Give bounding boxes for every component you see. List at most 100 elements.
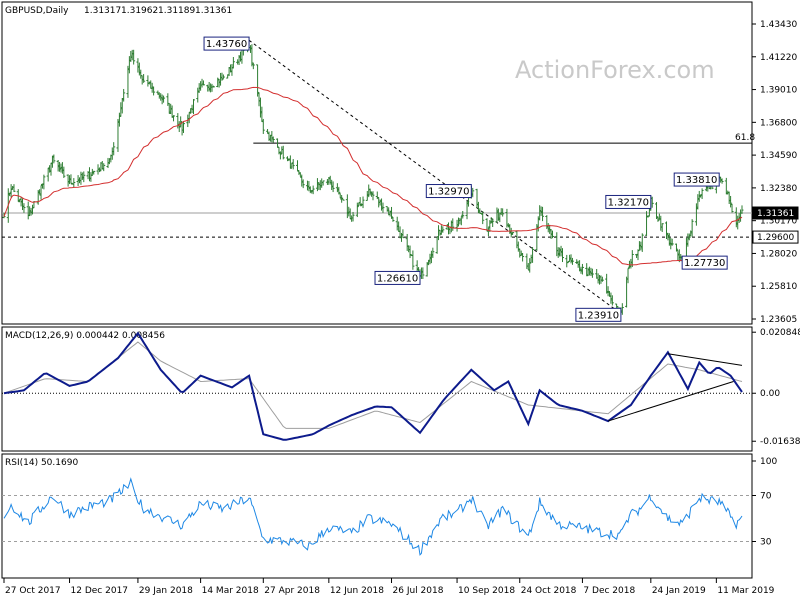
price-tag-label: 1.29600 (757, 233, 794, 243)
candle (361, 196, 365, 209)
price-annotation: 1.43760 (203, 36, 250, 51)
down-trendline (248, 39, 622, 315)
candle (256, 64, 260, 97)
candle (331, 181, 335, 193)
candle (42, 174, 46, 190)
candle (311, 185, 315, 195)
candle (491, 218, 495, 227)
candle (112, 142, 116, 156)
candle (408, 245, 412, 259)
candle (261, 118, 265, 134)
candle (551, 230, 555, 239)
price-panel-frame (1, 1, 753, 325)
candle (371, 191, 375, 201)
x-tick-label: 29 Jan 2018 (139, 586, 193, 596)
price-annotation-label: 1.33810 (676, 175, 717, 186)
macd-y-axis: 0.020848 0.00 -0.016389 (752, 328, 800, 447)
price-y-tick-label: 1.39010 (760, 86, 797, 96)
candle (122, 88, 126, 102)
x-tick-label: 7 Dec 2018 (583, 586, 635, 596)
macd-signal-line (3, 341, 743, 429)
candle (461, 210, 465, 219)
candle (411, 250, 415, 270)
x-tick-label: 27 Oct 2017 (5, 586, 61, 596)
candle (700, 188, 704, 200)
candle (565, 254, 569, 268)
candle (729, 195, 733, 208)
candle (441, 226, 445, 233)
candle (570, 257, 574, 265)
candle (645, 211, 649, 236)
candle (22, 203, 26, 213)
price-annotation-label: 1.23910 (578, 310, 619, 321)
candle (687, 233, 691, 241)
candle (560, 248, 564, 263)
price-tag: 1.31361 (752, 206, 799, 220)
candle (580, 263, 584, 275)
price-tag-label: 1.31361 (757, 209, 794, 219)
candle (431, 247, 435, 259)
candle (481, 211, 485, 225)
macd-y-tick-label: 0.020848 (760, 328, 800, 338)
x-tick-label: 10 Sep 2018 (458, 586, 515, 596)
price-annotations: 1.43760 1.32970 1.26610 1.23910 1.32170 1.277… (203, 36, 755, 322)
watermark: ActionForex.com (515, 56, 715, 84)
candle (528, 258, 532, 273)
candle (521, 253, 525, 262)
price-header-close: 1.31361 (195, 6, 232, 16)
candle (172, 115, 176, 122)
candle (146, 75, 150, 87)
candle (600, 276, 604, 282)
candle (401, 229, 405, 239)
time-axis: 27 Oct 2017 12 Dec 2017 29 Jan 2018 14 Mar … (3, 578, 775, 596)
price-annotation: 1.32970 (425, 184, 472, 199)
price-header-symbol: GBPUSD,Daily (5, 6, 69, 16)
candle (590, 268, 594, 278)
candle (341, 198, 345, 201)
candle (626, 268, 630, 284)
candle (740, 205, 744, 214)
candle (630, 250, 634, 268)
candle (690, 219, 694, 237)
candle (271, 136, 275, 143)
candle (321, 180, 325, 186)
candle (390, 206, 394, 219)
price-annotation-label: 1.32970 (428, 187, 469, 198)
candle (179, 116, 183, 127)
candle (301, 179, 305, 189)
price-y-tick-label: 1.30170 (760, 217, 797, 227)
price-header-low: 1.31189 (158, 6, 195, 16)
candle (201, 80, 205, 86)
rsi-y-axis: 100 70 30 (752, 457, 777, 548)
candle (102, 163, 106, 172)
candle (82, 171, 86, 183)
price-y-tick-label: 1.36800 (760, 118, 797, 128)
price-annotation-label: 1.32170 (608, 197, 649, 208)
fib-label: 61.8 (735, 133, 755, 143)
moving-average-line (3, 86, 743, 266)
x-tick-label: 11 Mar 2019 (717, 586, 774, 596)
candle (251, 62, 255, 70)
candle (132, 49, 136, 65)
price-plot-area (2, 36, 752, 315)
macd-panel-frame (1, 326, 753, 452)
candle (720, 178, 724, 184)
candle (355, 202, 359, 218)
macd-trendline (667, 353, 743, 366)
macd-header: MACD(12,26,9) 0.000442 0.008456 (5, 331, 165, 341)
candle (288, 155, 292, 169)
macd-line (3, 331, 743, 441)
price-annotation-label: 1.27730 (684, 258, 725, 269)
x-tick-label: 24 Oct 2018 (521, 586, 577, 596)
candle (421, 267, 425, 279)
candle (351, 211, 355, 222)
candle (72, 178, 76, 188)
candle (231, 57, 235, 69)
candle (291, 159, 295, 170)
x-tick-label: 12 Dec 2017 (71, 586, 129, 596)
macd-y-tick-label: -0.016389 (760, 437, 800, 447)
x-tick-label: 12 Jun 2018 (330, 586, 384, 596)
price-y-tick-label: 1.34590 (760, 151, 797, 161)
rsi-y-tick-label: 100 (760, 457, 777, 467)
candle (531, 247, 535, 263)
